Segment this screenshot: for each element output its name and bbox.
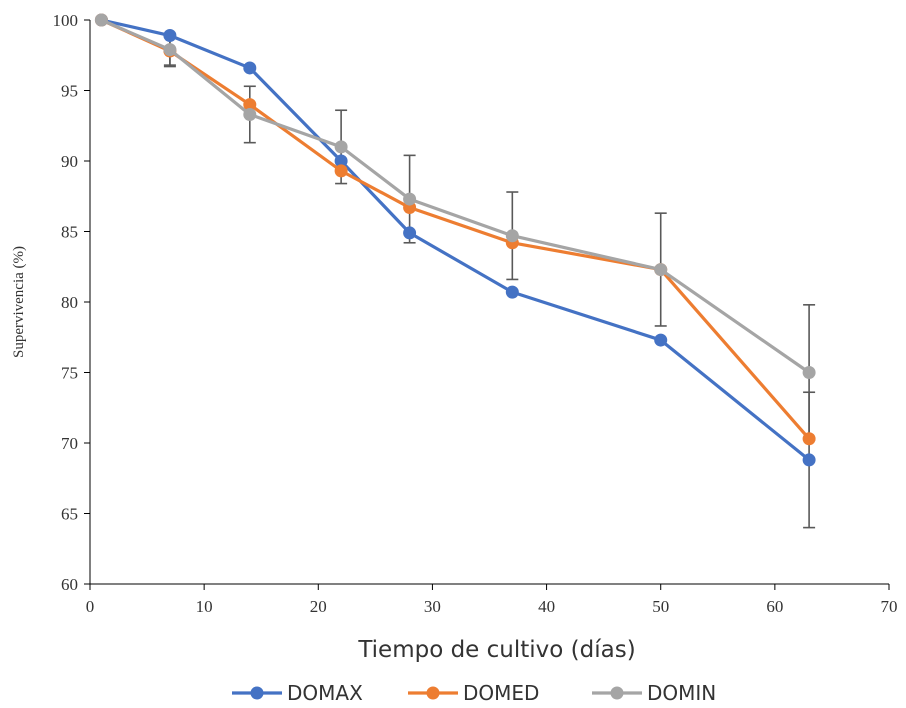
x-tick-label: 60 — [766, 597, 783, 616]
domin-point — [334, 140, 348, 154]
y-tick-label: 95 — [61, 82, 78, 101]
x-tick-label: 20 — [310, 597, 327, 616]
domed-point — [802, 432, 816, 446]
domax-line — [101, 18, 811, 462]
domax-point — [163, 29, 177, 43]
x-tick-label: 10 — [196, 597, 213, 616]
x-axis-label: Tiempo de cultivo (días) — [357, 637, 635, 663]
legend-item-domax: DOMAX — [232, 681, 363, 705]
domax-point — [403, 226, 417, 240]
x-tick-label: 70 — [881, 597, 898, 616]
domin-point — [163, 43, 177, 57]
domin-point — [802, 366, 816, 379]
domin-point — [94, 13, 108, 27]
domax-point — [243, 61, 257, 75]
domin-point — [505, 229, 519, 243]
legend-item-domin: DOMIN — [592, 681, 716, 705]
legend-marker-domax — [250, 686, 264, 700]
domin-line — [100, 18, 811, 374]
legend-label-domax: DOMAX — [287, 681, 363, 705]
x-tick-label: 40 — [538, 597, 555, 616]
y-tick-label: 90 — [61, 152, 78, 171]
domed-point — [334, 164, 348, 178]
y-tick-label: 100 — [53, 11, 79, 30]
domin-point — [654, 263, 668, 277]
y-tick-label: 60 — [61, 575, 78, 594]
domax-point — [802, 453, 816, 467]
y-tick-label: 75 — [61, 364, 78, 383]
domed-point — [243, 98, 257, 112]
y-tick-label: 85 — [61, 223, 78, 242]
y-tick-label: 70 — [61, 434, 78, 453]
domin-error-bars — [163, 33, 816, 441]
legend-marker-domed — [426, 686, 440, 700]
y-axis-label: Supervivencia (%) — [11, 246, 27, 358]
domax-point — [334, 154, 348, 168]
legend-marker-domin — [610, 686, 624, 700]
domax-point — [654, 333, 668, 347]
x-tick-label: 50 — [652, 597, 669, 616]
legend-item-domed: DOMED — [408, 681, 539, 705]
x-tick-label: 0 — [86, 597, 95, 616]
y-tick-label: 80 — [61, 293, 78, 312]
domin-point — [403, 192, 417, 206]
x-tick-label: 30 — [424, 597, 441, 616]
domax-point — [505, 285, 519, 299]
domin-point — [243, 107, 257, 121]
legend-label-domed: DOMED — [463, 681, 539, 705]
legend-label-domin: DOMIN — [647, 681, 716, 705]
y-tick-label: 65 — [61, 505, 78, 524]
